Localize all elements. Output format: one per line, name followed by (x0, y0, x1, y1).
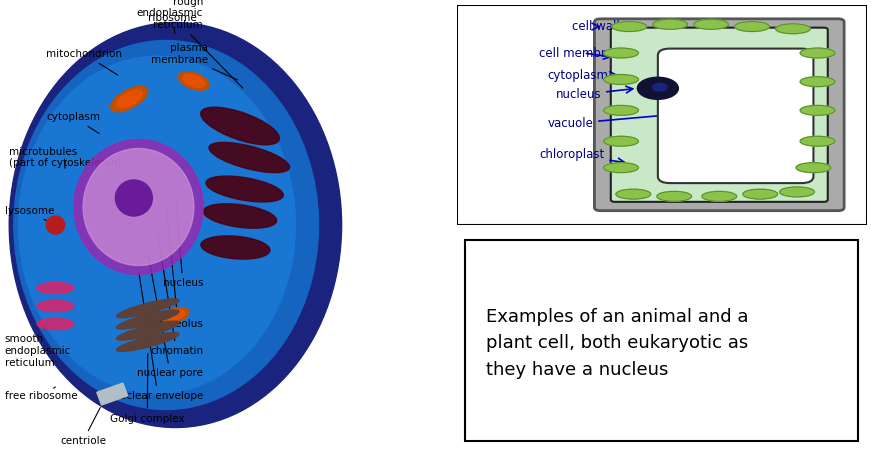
Ellipse shape (201, 236, 270, 259)
Ellipse shape (166, 310, 185, 320)
Text: rough
endoplasmic
reticulum: rough endoplasmic reticulum (137, 0, 243, 88)
Text: nucleolus: nucleolus (153, 210, 203, 329)
Ellipse shape (179, 72, 209, 90)
Ellipse shape (604, 48, 638, 58)
Text: ribosome: ribosome (148, 13, 197, 33)
FancyBboxPatch shape (611, 27, 827, 202)
Ellipse shape (116, 90, 142, 108)
Text: lysosome: lysosome (4, 207, 54, 220)
Text: nuclear envelope: nuclear envelope (113, 273, 203, 401)
Ellipse shape (206, 176, 283, 202)
Text: cell membrane: cell membrane (539, 46, 628, 59)
Text: centriole: centriole (60, 407, 106, 446)
Ellipse shape (10, 22, 341, 427)
Text: microtubules
(part of cytoskeleton): microtubules (part of cytoskeleton) (10, 147, 122, 168)
Ellipse shape (111, 86, 148, 112)
Ellipse shape (800, 76, 835, 87)
Text: vacuole: vacuole (547, 112, 665, 130)
Ellipse shape (734, 22, 769, 32)
Ellipse shape (638, 77, 679, 99)
Ellipse shape (796, 163, 831, 173)
Ellipse shape (775, 24, 810, 34)
Ellipse shape (209, 142, 289, 173)
FancyBboxPatch shape (658, 49, 814, 183)
Ellipse shape (83, 148, 194, 266)
Ellipse shape (117, 310, 179, 329)
Ellipse shape (115, 180, 152, 216)
Text: Golgi complex: Golgi complex (110, 354, 185, 423)
Ellipse shape (652, 83, 667, 91)
Text: cytoplasm: cytoplasm (46, 112, 100, 134)
Text: smooth
endoplasmic
reticulum: smooth endoplasmic reticulum (4, 327, 71, 368)
Text: free ribosome: free ribosome (4, 387, 78, 401)
Text: chloroplast: chloroplast (539, 148, 625, 165)
Ellipse shape (200, 107, 280, 145)
Ellipse shape (743, 189, 778, 199)
Text: mitochondrion: mitochondrion (46, 49, 122, 75)
Ellipse shape (117, 321, 179, 340)
Ellipse shape (800, 48, 835, 58)
Ellipse shape (604, 105, 638, 115)
Text: nucleus: nucleus (556, 86, 633, 101)
Ellipse shape (693, 19, 728, 29)
Ellipse shape (652, 19, 687, 29)
FancyBboxPatch shape (594, 19, 844, 211)
Bar (97, 383, 127, 405)
Ellipse shape (37, 319, 74, 329)
Ellipse shape (604, 136, 638, 146)
Ellipse shape (657, 191, 692, 201)
Ellipse shape (37, 301, 74, 311)
Ellipse shape (14, 40, 319, 410)
Ellipse shape (204, 204, 277, 228)
Ellipse shape (611, 22, 646, 32)
Text: chromatin: chromatin (150, 232, 203, 356)
Ellipse shape (37, 283, 74, 293)
Ellipse shape (604, 163, 638, 173)
Text: nuclear pore: nuclear pore (138, 255, 203, 378)
Ellipse shape (46, 216, 64, 234)
Ellipse shape (702, 191, 737, 201)
Ellipse shape (117, 333, 179, 351)
Text: Examples of an animal and a
plant cell, both eukaryotic as
they have a nucleus: Examples of an animal and a plant cell, … (486, 308, 748, 379)
Ellipse shape (117, 299, 179, 318)
Ellipse shape (604, 75, 638, 85)
Ellipse shape (74, 140, 203, 274)
Ellipse shape (800, 105, 835, 115)
Ellipse shape (780, 187, 814, 197)
Text: plasma
membrane: plasma membrane (151, 43, 238, 80)
Text: cytoplasm: cytoplasm (547, 68, 617, 81)
Text: cell wall: cell wall (572, 20, 619, 33)
Text: nucleus: nucleus (163, 196, 203, 288)
Ellipse shape (183, 75, 205, 87)
Ellipse shape (800, 136, 835, 146)
Ellipse shape (162, 308, 189, 322)
Ellipse shape (18, 56, 295, 394)
Ellipse shape (616, 189, 651, 199)
